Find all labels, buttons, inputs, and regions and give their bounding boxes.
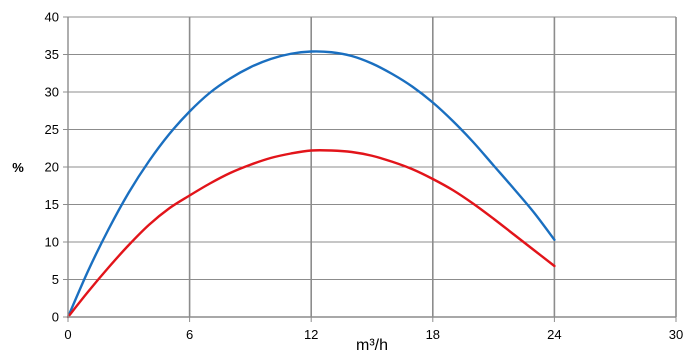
x-tick-label: 18	[426, 327, 440, 342]
y-tick-label: 25	[45, 122, 59, 137]
y-tick-label: 35	[45, 47, 59, 62]
y-tick-label: 5	[52, 272, 59, 287]
x-axis-label: m³/h	[356, 337, 388, 354]
y-tick-label: 30	[45, 85, 59, 100]
y-tick-label: 40	[45, 10, 59, 25]
x-tick-label: 6	[186, 327, 193, 342]
axes	[63, 16, 677, 322]
x-tick-label: 12	[304, 327, 318, 342]
gridlines	[68, 16, 677, 317]
x-tick-label: 30	[669, 327, 683, 342]
x-tick-label: 24	[547, 327, 561, 342]
series-group	[66, 50, 556, 319]
x-tick-label: 0	[64, 327, 71, 342]
y-tick-label: 15	[45, 197, 59, 212]
series-line-1	[66, 50, 556, 319]
series-line-2	[66, 149, 556, 319]
y-axis-label: %	[12, 160, 24, 175]
y-tick-label: 0	[52, 310, 59, 325]
tick-labels: 0 5 10 15 20 25 30 35 40 0 6 12 18 24 30	[45, 10, 684, 343]
y-tick-label: 10	[45, 235, 59, 250]
y-tick-label: 20	[45, 160, 59, 175]
